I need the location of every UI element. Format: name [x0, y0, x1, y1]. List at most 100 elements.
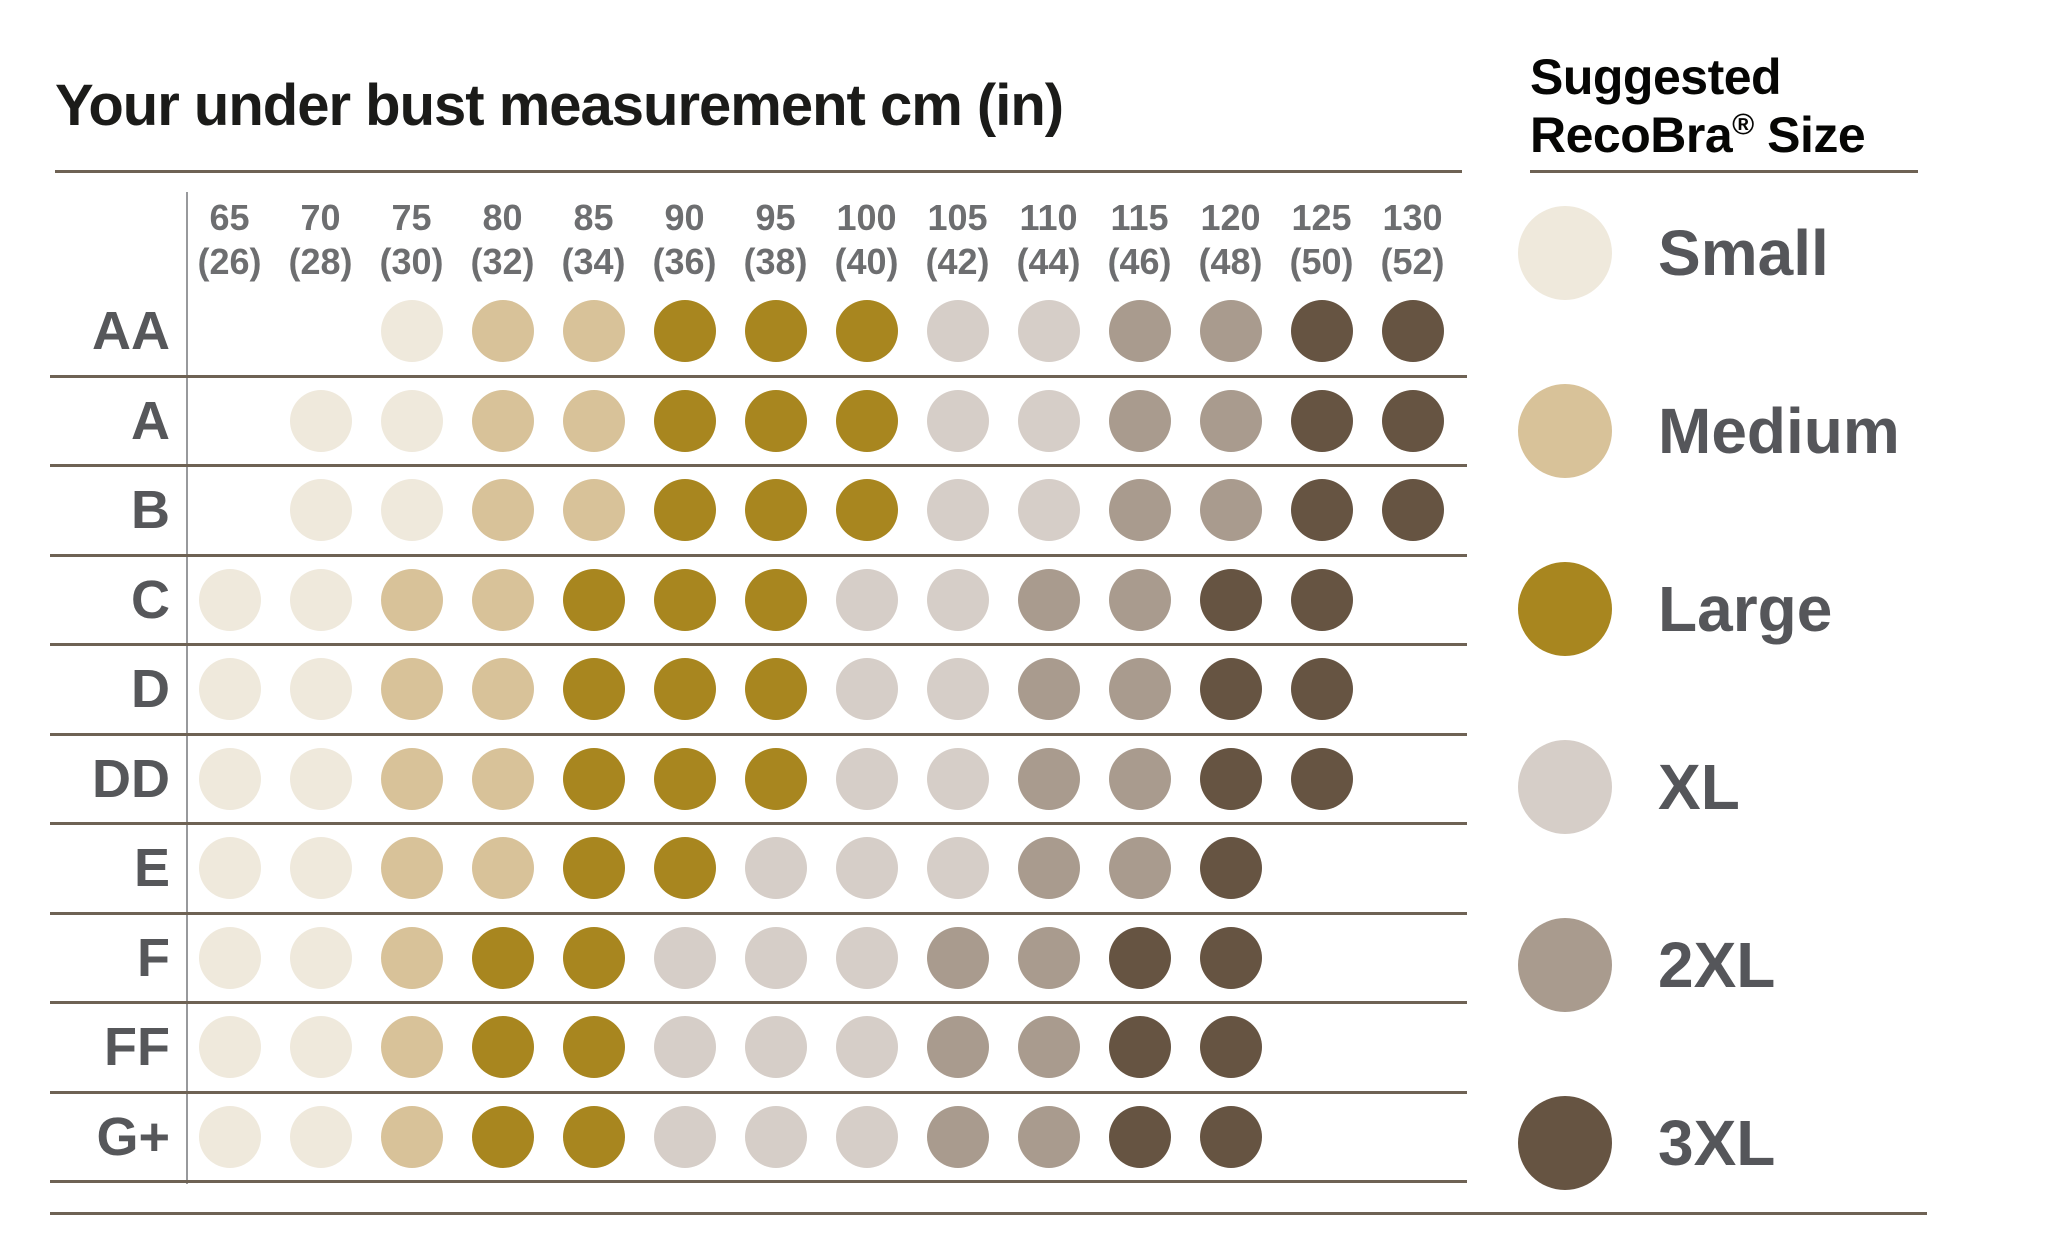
size-dot-xl [835, 926, 898, 989]
size-dot-l [653, 479, 716, 542]
legend-item: XL [1518, 698, 2018, 876]
size-dot-m [471, 300, 534, 363]
size-dot-2xl [1017, 658, 1080, 721]
legend-label: XL [1658, 751, 1740, 823]
column-header-inch: (38) [743, 241, 808, 282]
table-row: B [50, 467, 1467, 557]
legend-swatch-3xl [1518, 1096, 1612, 1190]
legend-title: Suggested RecoBra® Size [1530, 48, 1866, 164]
column-header-cm: 80 [482, 197, 523, 238]
grid-cell [1003, 467, 1094, 554]
grid-cell [548, 736, 639, 823]
size-dot-m [562, 300, 625, 363]
size-dot-m [471, 837, 534, 900]
column-header-inch: (50) [1289, 241, 1354, 282]
legend-item: Large [1518, 520, 2018, 698]
grid-cell [366, 825, 457, 912]
size-dot-xl [926, 479, 989, 542]
column-header-inch: (52) [1380, 241, 1445, 282]
grid-cell [1367, 288, 1458, 375]
size-dot-l [744, 479, 807, 542]
grid-cell [1003, 1004, 1094, 1091]
grid-cell [821, 467, 912, 554]
grid-cell [548, 915, 639, 1002]
row-label: B [131, 480, 170, 541]
legend-item: 2XL [1518, 876, 2018, 1054]
grid-cell [457, 1094, 548, 1181]
grid-cell [1276, 378, 1367, 465]
table-row: AA [50, 288, 1467, 378]
grid-cell [275, 825, 366, 912]
grid-cell [1276, 557, 1367, 644]
size-dot-l [653, 658, 716, 721]
size-dot-3xl [1199, 1105, 1262, 1168]
grid-cell [730, 646, 821, 733]
grid-cell [821, 825, 912, 912]
table-row: E [50, 825, 1467, 915]
grid-cell [730, 378, 821, 465]
size-dot-m [380, 1105, 443, 1168]
size-dot-3xl [1199, 926, 1262, 989]
size-dot-2xl [1108, 747, 1171, 810]
grid-cell [912, 1004, 1003, 1091]
grid-cell [275, 288, 366, 375]
size-dot-s [289, 747, 352, 810]
column-header: 120 (48) [1185, 196, 1276, 284]
row-label: C [131, 569, 170, 630]
size-dot-xl [1017, 479, 1080, 542]
size-dot-xl [744, 1016, 807, 1079]
size-dot-xl [835, 837, 898, 900]
grid-cell [1003, 288, 1094, 375]
column-header-cm: 65 [209, 197, 250, 238]
grid-cell [912, 646, 1003, 733]
table-row: G+ [50, 1094, 1467, 1183]
column-header: 95 (38) [730, 196, 821, 284]
size-dot-l [744, 300, 807, 363]
column-header: 65 (26) [184, 196, 275, 284]
size-dot-m [562, 479, 625, 542]
size-dot-3xl [1199, 658, 1262, 721]
grid-cell [821, 1004, 912, 1091]
grid-cell [548, 378, 639, 465]
grid-cell [1276, 736, 1367, 823]
grid-cell [457, 467, 548, 554]
size-dot-l [744, 568, 807, 631]
grid-cell [184, 825, 275, 912]
size-dot-m [380, 837, 443, 900]
size-dot-m [380, 658, 443, 721]
size-dot-l [562, 926, 625, 989]
size-dot-s [380, 479, 443, 542]
table-row: D [50, 646, 1467, 736]
size-dot-l [744, 747, 807, 810]
grid-cell [1003, 915, 1094, 1002]
size-dot-l [653, 568, 716, 631]
grid-cell [548, 557, 639, 644]
column-header: 100 (40) [821, 196, 912, 284]
size-dot-3xl [1108, 926, 1171, 989]
grid-cell [184, 736, 275, 823]
grid-cell [1185, 646, 1276, 733]
column-header-cm: 120 [1200, 197, 1261, 238]
grid-cell [548, 1004, 639, 1091]
grid-cell [1185, 825, 1276, 912]
grid-cell [275, 736, 366, 823]
size-dot-s [289, 1105, 352, 1168]
size-dot-l [562, 658, 625, 721]
column-header-cm: 130 [1382, 197, 1443, 238]
size-dot-3xl [1290, 747, 1353, 810]
size-dot-l [471, 1016, 534, 1079]
size-dot-s [198, 1016, 261, 1079]
grid-cell [457, 1004, 548, 1091]
grid-cell [730, 1004, 821, 1091]
column-header-cm: 85 [573, 197, 614, 238]
size-dot-xl [744, 1105, 807, 1168]
size-dot-xl [835, 658, 898, 721]
legend-brand: RecoBra [1530, 107, 1733, 163]
grid-cell [1276, 1094, 1367, 1181]
table-row: C [50, 557, 1467, 646]
size-dot-xl [653, 1105, 716, 1168]
size-dot-m [471, 479, 534, 542]
size-dot-xl [744, 926, 807, 989]
column-header-cm: 90 [664, 197, 705, 238]
grid-cell [548, 1094, 639, 1181]
